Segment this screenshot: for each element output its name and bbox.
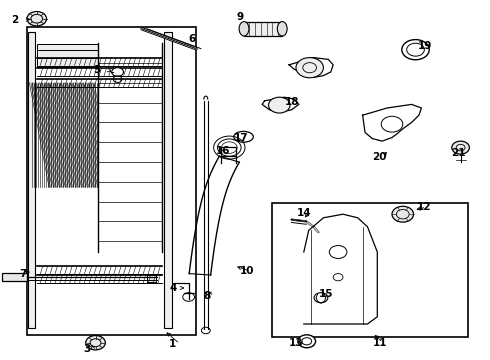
- Circle shape: [269, 97, 290, 113]
- Bar: [37, 44, 159, 50]
- Ellipse shape: [234, 131, 253, 142]
- Bar: [164, 32, 171, 328]
- Text: 17: 17: [234, 132, 249, 143]
- Bar: [147, 275, 156, 282]
- Bar: [220, 147, 236, 156]
- Text: 16: 16: [216, 146, 230, 156]
- Text: 14: 14: [296, 208, 311, 218]
- Circle shape: [27, 12, 47, 26]
- Bar: [244, 22, 282, 36]
- Text: 3: 3: [84, 344, 91, 354]
- Text: 7: 7: [20, 269, 27, 279]
- Text: 11: 11: [372, 338, 387, 348]
- Text: 13: 13: [289, 338, 304, 348]
- Bar: [28, 32, 35, 328]
- Circle shape: [296, 58, 323, 78]
- Text: 19: 19: [417, 41, 432, 51]
- Text: 1: 1: [169, 339, 176, 349]
- Text: 4: 4: [169, 283, 176, 293]
- Bar: [2, 273, 27, 281]
- Bar: [27, 27, 196, 335]
- Text: 18: 18: [285, 96, 300, 107]
- Text: 9: 9: [237, 12, 244, 22]
- Text: 6: 6: [189, 34, 196, 44]
- Text: 21: 21: [451, 148, 465, 158]
- Ellipse shape: [239, 22, 249, 36]
- Bar: [37, 50, 159, 58]
- Text: 12: 12: [416, 202, 431, 212]
- Circle shape: [86, 336, 105, 350]
- Bar: [98, 43, 162, 252]
- Bar: [272, 203, 468, 337]
- Text: 8: 8: [203, 291, 211, 301]
- Circle shape: [112, 68, 123, 76]
- Text: 5: 5: [93, 65, 100, 75]
- Text: 10: 10: [240, 266, 255, 276]
- Circle shape: [392, 206, 414, 222]
- Text: 2: 2: [11, 15, 18, 25]
- Text: 15: 15: [318, 289, 333, 299]
- Circle shape: [298, 335, 316, 348]
- Circle shape: [452, 141, 469, 154]
- Circle shape: [402, 40, 429, 60]
- Ellipse shape: [277, 22, 287, 36]
- Text: 20: 20: [372, 152, 387, 162]
- Bar: [37, 56, 159, 67]
